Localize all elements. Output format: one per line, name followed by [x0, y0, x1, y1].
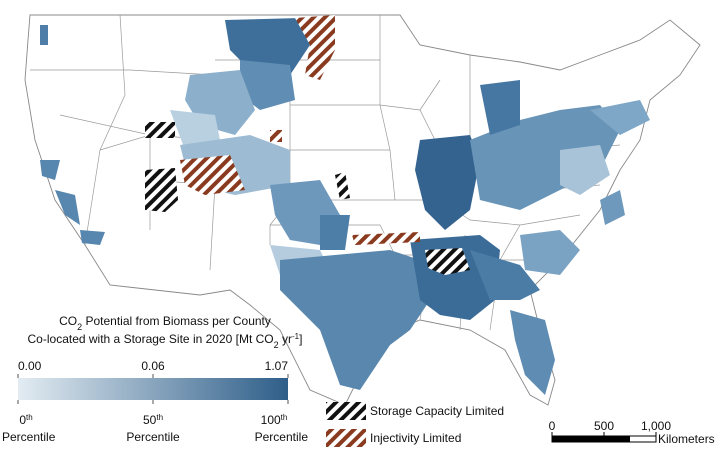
percentile-label: Percentile: [255, 430, 309, 444]
percentile-label: Percentile: [2, 430, 56, 444]
percentile-number: 0th: [19, 413, 32, 428]
scale-tick-label: 500: [594, 419, 614, 433]
percentile-number: 50th: [143, 413, 163, 428]
scale-tick-label: 1,000: [641, 419, 671, 433]
pattern-swatch: [326, 402, 366, 420]
color-legend: CO2 Potential from Biomass per CountyCo-…: [2, 314, 308, 444]
scale-bar-segment: [552, 436, 604, 442]
legend-title-text: CO: [59, 314, 77, 328]
legend-title-text: ]: [299, 332, 302, 346]
subscript: 2: [274, 340, 279, 350]
percentile-value: 50: [143, 413, 157, 427]
scale-bar-segment: [604, 436, 630, 442]
pattern-label: Injectivity Limited: [370, 431, 461, 445]
hatched-areas: [145, 15, 470, 275]
legend-title: Co-located with a Storage Site in 2020 […: [28, 332, 303, 351]
legend-title-text: Co-located with a Storage Site in 2020 […: [28, 332, 274, 346]
us-map: [24, 14, 701, 406]
value-tick-label: 0.00: [18, 359, 42, 373]
scale-unit: Kilometers: [658, 432, 715, 446]
percentile-value: 0: [19, 413, 26, 427]
percentile-value: 100: [261, 413, 281, 427]
value-tick-label: 0.06: [141, 359, 165, 373]
biomass-counties: [40, 18, 650, 395]
legend-title: CO2 Potential from Biomass per County: [59, 314, 271, 332]
value-tick-label: 1.07: [265, 359, 289, 373]
superscript: -1: [292, 332, 300, 341]
percentile-number: 100th: [261, 413, 288, 428]
superscript: th: [26, 413, 33, 422]
superscript: th: [281, 413, 288, 422]
legend-title-text: yr: [279, 332, 292, 346]
legend-title-text: Potential from Biomass per County: [82, 314, 271, 328]
percentile-label: Percentile: [126, 430, 180, 444]
superscript: th: [156, 413, 163, 422]
scale-tick-label: 0: [549, 419, 556, 433]
pattern-label: Storage Capacity Limited: [370, 404, 504, 418]
pattern-swatch: [326, 429, 366, 447]
subscript: 2: [77, 322, 82, 332]
color-bar: [18, 378, 288, 400]
